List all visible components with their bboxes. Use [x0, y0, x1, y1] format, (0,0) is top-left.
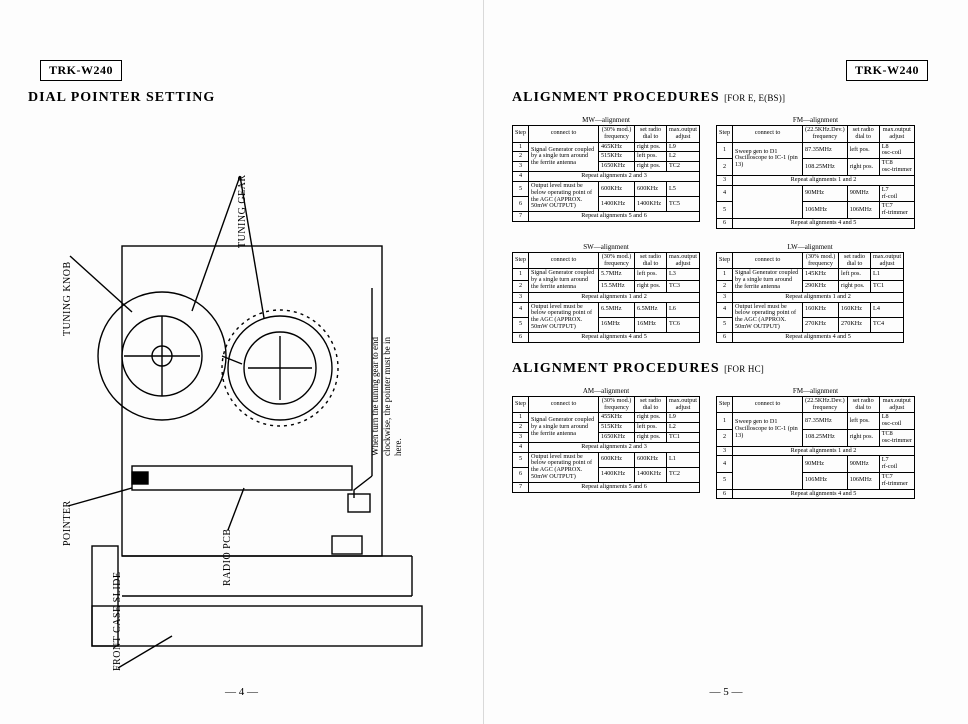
label-tuning-gear: TUNING GEAR	[237, 174, 248, 248]
heading-align-1-main: ALIGNMENT PROCEDURES	[512, 90, 720, 105]
label-pointer: POINTER	[62, 500, 73, 546]
table-sw: SW—alignmentStepconnect to(30% mod.) fre…	[512, 243, 700, 343]
page-spread: TRK-W240 DIAL POINTER SETTING TUNING KNO…	[0, 0, 968, 724]
table-am: AM—alignmentStepconnect to(30% mod.) fre…	[512, 387, 700, 500]
table-mw: MW—alignmentStepconnect to(30% mod.) fre…	[512, 116, 700, 229]
model-tag-left: TRK-W240	[40, 60, 122, 81]
page-right: TRK-W240 ALIGNMENT PROCEDURES [FOR E, E(…	[484, 0, 968, 724]
label-tuning-knob: TUNING KNOB	[62, 261, 73, 336]
table-lw: LW—alignmentStepconnect to(30% mod.) fre…	[716, 243, 904, 343]
tables-group-2: AM—alignmentStepconnect to(30% mod.) fre…	[512, 387, 940, 500]
page-number-left: — 4 —	[225, 686, 258, 698]
note-text: When turn the tuning gear to end clockwi…	[370, 337, 405, 456]
page-number-right: — 5 —	[710, 686, 743, 698]
heading-dial-pointer: DIAL POINTER SETTING	[28, 90, 455, 106]
label-radio-pcb: RADIO PCB	[222, 528, 233, 586]
heading-align-2-sub: [FOR HC]	[724, 364, 764, 374]
heading-align-1: ALIGNMENT PROCEDURES [FOR E, E(BS)]	[512, 90, 940, 106]
label-front-case-slide: FRONT CASE SLIDE	[112, 572, 123, 672]
model-tag-right: TRK-W240	[846, 60, 928, 81]
tables-group-1: MW—alignmentStepconnect to(30% mod.) fre…	[512, 116, 940, 343]
table-fm1: FM—alignmentStepconnect to(22.5KHz.Dev.)…	[716, 116, 915, 229]
heading-align-1-sub: [FOR E, E(BS)]	[724, 93, 785, 103]
dial-pointer-diagram: TUNING KNOB TUNING GEAR POINTER RADIO PC…	[32, 116, 442, 636]
heading-align-2-main: ALIGNMENT PROCEDURES	[512, 361, 720, 376]
page-left: TRK-W240 DIAL POINTER SETTING TUNING KNO…	[0, 0, 484, 724]
table-fm2: FM—alignmentStepconnect to(22.5KHz.Dev.)…	[716, 387, 915, 500]
heading-align-2: ALIGNMENT PROCEDURES [FOR HC]	[512, 361, 940, 377]
